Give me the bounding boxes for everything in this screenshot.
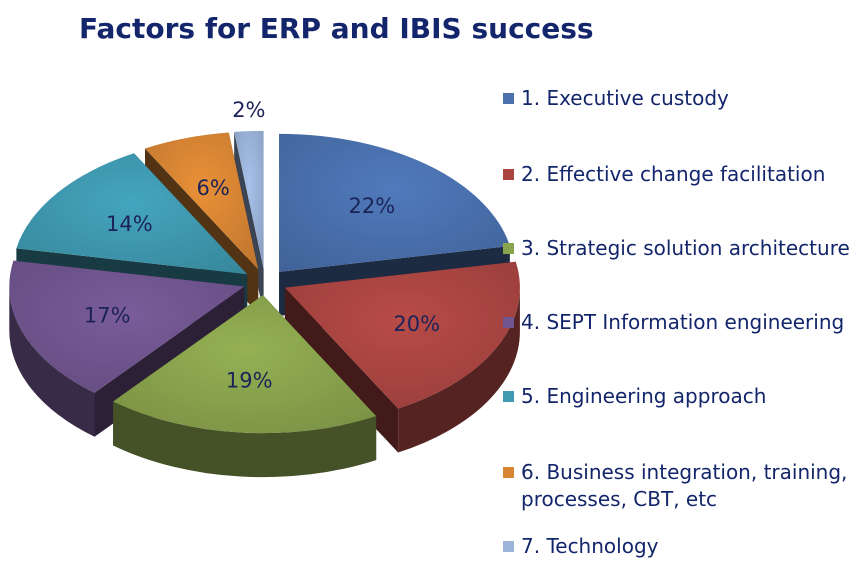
slice-5-top	[16, 153, 248, 275]
legend-swatch	[503, 243, 514, 254]
legend-item: 7. Technology	[500, 533, 850, 560]
slice-2-outer-wall	[398, 287, 520, 453]
legend-item: 4. SEPT Information engineering	[500, 309, 850, 336]
legend-swatch	[503, 93, 514, 104]
slice-1-top	[279, 133, 510, 272]
slice-6-value-label: 6%	[197, 176, 230, 200]
slice-4-top	[9, 260, 245, 393]
legend-item: 1. Executive custody	[500, 85, 850, 112]
legend-label: 4. SEPT Information engineering	[521, 310, 845, 334]
slice-3-outer-wall	[113, 401, 377, 478]
legend-label: 5. Engineering approach	[521, 384, 767, 408]
legend-label: 3. Strategic solution architecture	[521, 236, 850, 260]
chart-title: Factors for ERP and IBIS success	[79, 12, 594, 45]
slice-7-top	[234, 130, 264, 269]
legend-item: 5. Engineering approach	[500, 383, 850, 410]
pie-slice-labels: 22% 20% 19% 17% 14% 6% 2%	[84, 98, 440, 392]
slice-1-value-label: 22%	[349, 194, 396, 218]
pie-slice-tops	[9, 130, 520, 434]
legend-swatch	[503, 317, 514, 328]
legend-swatch	[503, 169, 514, 180]
slice-2-top	[284, 261, 520, 409]
slice-2-value-label: 20%	[393, 312, 440, 336]
legend-swatch	[503, 391, 514, 402]
legend-item: 2. Effective change facilitation	[500, 161, 850, 188]
slice-7-value-label: 2%	[232, 98, 265, 122]
legend-item: 6. Business integration, training, proce…	[500, 459, 850, 513]
legend-label: 2. Effective change facilitation	[521, 162, 826, 186]
slice-3-value-label: 19%	[226, 368, 273, 392]
slice-3-top	[113, 295, 377, 434]
legend-label: 7. Technology	[521, 534, 659, 558]
legend-item: 3. Strategic solution architecture	[500, 235, 850, 262]
legend: 1. Executive custody 2. Effective change …	[500, 85, 850, 570]
slice-6-top	[144, 132, 259, 270]
legend-swatch	[503, 467, 514, 478]
legend-swatch	[503, 541, 514, 552]
legend-label: 1. Executive custody	[521, 86, 729, 110]
slice-5-value-label: 14%	[106, 212, 153, 236]
slice-4-outer-wall	[9, 286, 95, 437]
slice-4-value-label: 17%	[84, 303, 131, 327]
legend-label: 6. Business integration, training, proce…	[521, 460, 848, 511]
